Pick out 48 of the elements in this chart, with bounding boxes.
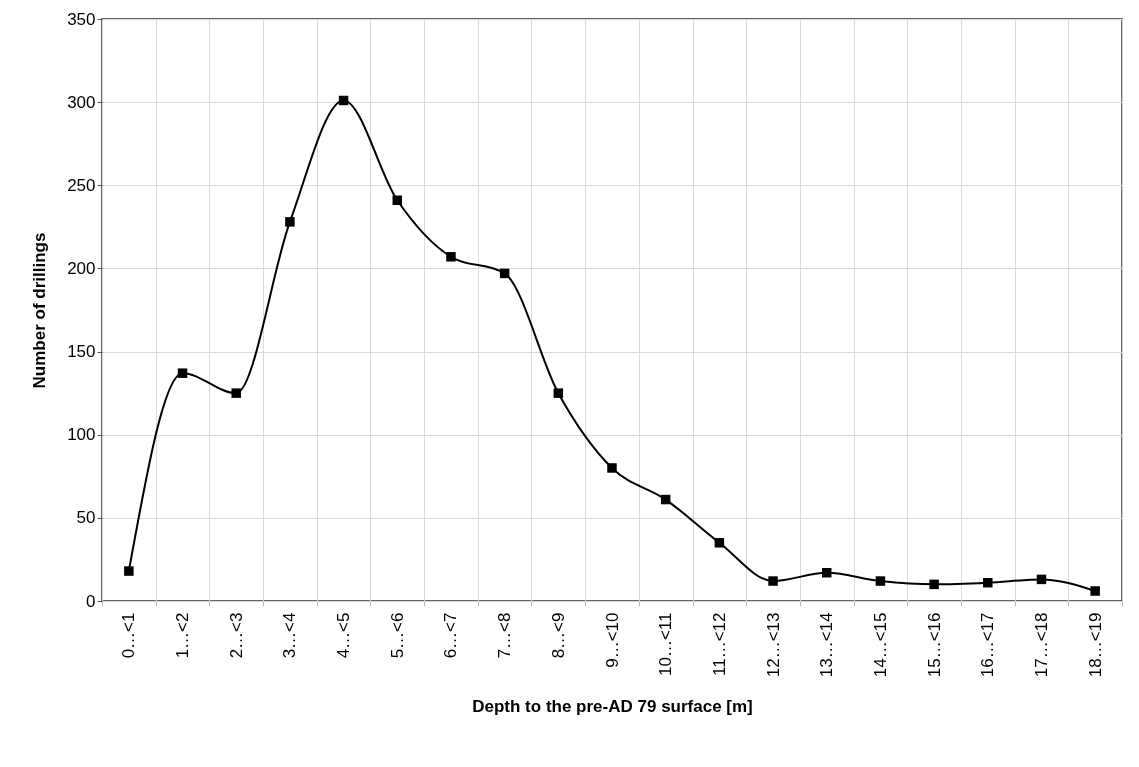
x-tick-label: 7…<8 — [495, 612, 515, 659]
x-tick-label: 13…<14 — [817, 612, 837, 678]
point — [553, 388, 564, 398]
point — [231, 388, 241, 398]
point — [124, 566, 134, 576]
x-tick-label: 4…<5 — [334, 612, 354, 659]
point — [446, 252, 456, 262]
point — [768, 576, 778, 586]
x-tick-label: 9…<10 — [602, 612, 622, 668]
point — [499, 268, 510, 279]
point — [177, 368, 188, 378]
point — [929, 579, 939, 590]
x-tick-label: 3…<4 — [280, 612, 300, 659]
x-tick-label: 17…<18 — [1031, 612, 1051, 678]
y-tick-label: 150 — [67, 342, 96, 362]
x-tick-label: 12…<13 — [763, 612, 783, 678]
x-tick-label: 2…<3 — [226, 612, 246, 659]
point — [338, 95, 349, 106]
x-tick-label: 14…<15 — [870, 612, 890, 678]
y-tick-label: 0 — [86, 591, 96, 611]
x-axis-title: Depth to the pre-AD 79 surface [m] — [472, 697, 753, 717]
y-tick-label: 300 — [67, 92, 96, 112]
y-tick-label: 250 — [67, 175, 96, 195]
y-tick-label: 200 — [67, 258, 96, 278]
x-tick-label: 8…<9 — [548, 612, 568, 659]
y-tick-label: 50 — [76, 508, 96, 528]
point — [285, 217, 295, 227]
y-tick-label: 100 — [67, 425, 96, 445]
point — [607, 463, 617, 473]
point — [983, 577, 993, 588]
x-tick-label: 6…<7 — [441, 612, 461, 659]
x-tick-label: 10…<11 — [656, 612, 676, 676]
point — [1090, 586, 1100, 596]
point — [660, 494, 671, 505]
x-tick-label: 5…<6 — [387, 612, 407, 659]
point — [1036, 574, 1047, 585]
point — [714, 538, 725, 548]
x-tick-label: 16…<17 — [978, 612, 998, 678]
x-tick-label: 15…<16 — [924, 612, 944, 678]
x-tick-label: 11…<12 — [709, 612, 729, 676]
y-tick-label: 350 — [67, 9, 96, 29]
x-tick-label: 0…<1 — [119, 612, 139, 659]
x-tick-label: 1…<2 — [173, 612, 193, 659]
x-tick-label: 18…<19 — [1085, 612, 1105, 678]
point — [821, 567, 832, 578]
point — [875, 576, 886, 586]
point — [392, 195, 403, 205]
y-axis-title: Number of drillings — [30, 232, 50, 389]
